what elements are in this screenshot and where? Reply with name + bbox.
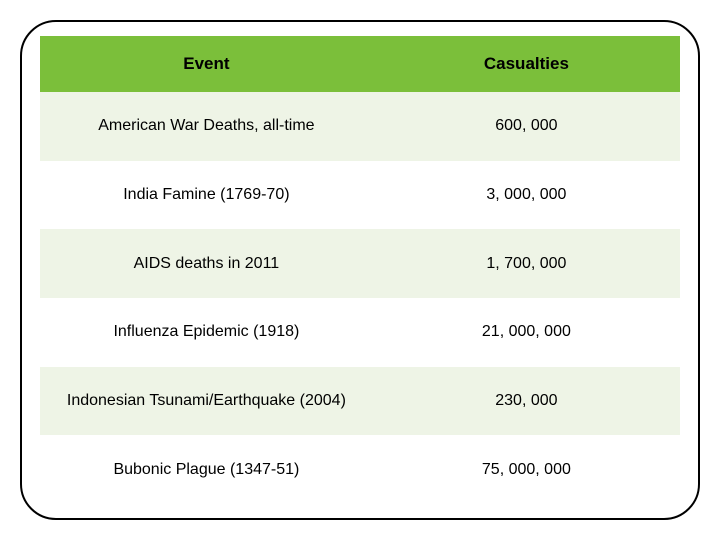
table-row: American War Deaths, all-time 600, 000 — [40, 92, 680, 161]
table-row: Bubonic Plague (1347-51) 75, 000, 000 — [40, 435, 680, 504]
table-row: AIDS deaths in 2011 1, 700, 000 — [40, 229, 680, 298]
cell-casualties: 600, 000 — [373, 92, 680, 161]
table-header-row: Event Casualties — [40, 36, 680, 92]
col-header-event: Event — [40, 36, 373, 92]
cell-event: India Famine (1769-70) — [40, 161, 373, 230]
cell-casualties: 75, 000, 000 — [373, 435, 680, 504]
cell-casualties: 1, 700, 000 — [373, 229, 680, 298]
cell-event: Bubonic Plague (1347-51) — [40, 435, 373, 504]
cell-casualties: 230, 000 — [373, 367, 680, 436]
cell-casualties: 3, 000, 000 — [373, 161, 680, 230]
cell-casualties: 21, 000, 000 — [373, 298, 680, 367]
table-row: Indonesian Tsunami/Earthquake (2004) 230… — [40, 367, 680, 436]
cell-event: AIDS deaths in 2011 — [40, 229, 373, 298]
cell-event: Indonesian Tsunami/Earthquake (2004) — [40, 367, 373, 436]
table-row: Influenza Epidemic (1918) 21, 000, 000 — [40, 298, 680, 367]
col-header-casualties: Casualties — [373, 36, 680, 92]
slide-frame: Event Casualties American War Deaths, al… — [20, 20, 700, 520]
cell-event: American War Deaths, all-time — [40, 92, 373, 161]
casualties-table: Event Casualties American War Deaths, al… — [40, 36, 680, 504]
table-row: India Famine (1769-70) 3, 000, 000 — [40, 161, 680, 230]
cell-event: Influenza Epidemic (1918) — [40, 298, 373, 367]
